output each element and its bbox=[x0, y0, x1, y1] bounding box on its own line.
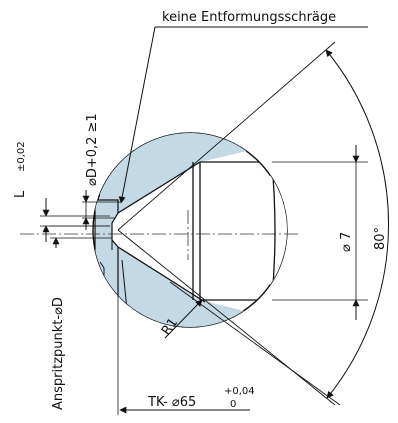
no-draft-label: keine Entformungsschräge bbox=[162, 10, 336, 25]
tk-label: TK- ⌀65 bbox=[147, 395, 196, 410]
tk-dimension: TK- ⌀65 +0,04 0 bbox=[117, 250, 341, 415]
angle-label: 80° bbox=[373, 227, 388, 250]
dim-d-dimension: ⌀D+0,2 ≥1 bbox=[82, 113, 120, 230]
bore-region bbox=[270, 160, 287, 300]
l-tol-label: ±0,02 bbox=[16, 141, 27, 172]
cone-lower-edge bbox=[117, 246, 206, 303]
centerlines bbox=[20, 210, 300, 260]
l-label: L bbox=[13, 190, 28, 198]
gate-point-dimension: Anspritzpunkt-⌀D bbox=[50, 225, 112, 410]
tk-tol-upper: +0,04 bbox=[224, 386, 255, 397]
tk-tol-lower: 0 bbox=[230, 399, 236, 410]
dim-d-label: ⌀D+0,2 ≥1 bbox=[85, 113, 100, 186]
diameter-7-label: ⌀ 7 bbox=[339, 232, 354, 252]
upper-steel-region bbox=[100, 133, 287, 213]
detail-circle bbox=[92, 132, 288, 328]
no-draft-callout: keine Entformungsschräge bbox=[118, 10, 368, 204]
angle-dimension: 80° bbox=[117, 41, 390, 406]
gate-point-label: Anspritzpunkt-⌀D bbox=[51, 297, 66, 410]
diameter-7-dimension: ⌀ 7 bbox=[272, 145, 368, 320]
